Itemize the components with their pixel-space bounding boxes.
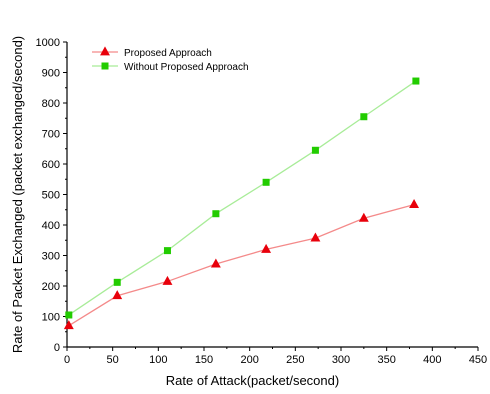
data-point — [409, 198, 420, 208]
axes — [63, 41, 479, 351]
data-point — [65, 311, 73, 319]
x-tick-label: 100 — [149, 354, 167, 366]
y-axis-title: Rate of Packet Exchanged (packet exchang… — [10, 36, 25, 353]
x-tick-label: 450 — [469, 354, 487, 366]
y-tick-label: 1000 — [36, 37, 60, 49]
data-point — [412, 77, 420, 85]
data-point — [163, 247, 171, 255]
series-line — [68, 80, 417, 316]
tick-labels: 0 100 200 300 400 500 600 700 800 900 1000 0 50 100 15… — [36, 37, 488, 366]
y-tick-label: 300 — [42, 251, 60, 263]
data-point — [162, 275, 173, 285]
legend-marker — [101, 62, 109, 70]
x-tick-label: 0 — [64, 354, 70, 366]
data-point — [261, 243, 272, 253]
y-tick-label: 700 — [42, 129, 60, 141]
y-tick-label: 800 — [42, 98, 60, 110]
series-1 — [63, 198, 420, 330]
series-2 — [65, 77, 420, 319]
x-axis-title: Rate of Attack(packet/second) — [166, 373, 339, 388]
y-tick-label: 900 — [42, 68, 60, 80]
y-tick-label: 600 — [42, 159, 60, 171]
data-point — [262, 178, 270, 186]
legend: Proposed Approach Without Proposed Approa… — [92, 46, 249, 73]
data-point — [63, 320, 74, 330]
series-lines — [63, 77, 420, 330]
x-tick-label: 300 — [332, 354, 350, 366]
y-tick-label: 500 — [42, 190, 60, 202]
axis-titles: Rate of Attack(packet/second) Rate of Pac… — [10, 36, 339, 388]
y-tick-label: 0 — [54, 342, 60, 354]
data-point — [358, 212, 369, 222]
y-tick-label: 400 — [42, 220, 60, 232]
data-point — [360, 113, 368, 121]
data-point — [311, 146, 319, 154]
y-tick-label: 200 — [42, 281, 60, 293]
legend-item-2: Without Proposed Approach — [92, 62, 249, 73]
y-tick-label: 100 — [42, 312, 60, 324]
legend-marker — [100, 46, 110, 56]
x-tick-label: 400 — [423, 354, 441, 366]
data-point — [310, 232, 321, 242]
legend-item-1: Proposed Approach — [92, 46, 212, 59]
series-line — [68, 203, 415, 327]
x-tick-label: 350 — [377, 354, 395, 366]
legend-label: Without Proposed Approach — [124, 62, 249, 73]
x-tick-label: 150 — [195, 354, 213, 366]
x-tick-label: 250 — [286, 354, 304, 366]
x-tick-label: 50 — [107, 354, 119, 366]
x-tick-label: 200 — [240, 354, 258, 366]
data-point — [212, 210, 220, 218]
data-point — [210, 258, 221, 268]
legend-label: Proposed Approach — [124, 48, 212, 59]
data-point — [113, 278, 121, 286]
data-point — [112, 290, 123, 300]
